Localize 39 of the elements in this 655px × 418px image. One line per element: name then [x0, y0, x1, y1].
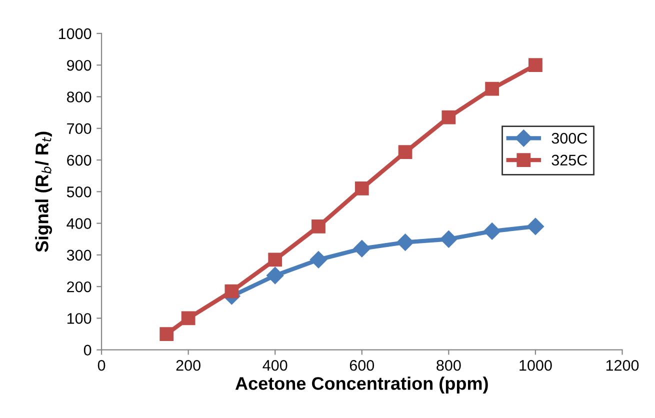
y-tick-label: 400 [66, 218, 92, 229]
point [310, 251, 328, 268]
y-tick-label: 1000 [58, 28, 92, 40]
point [485, 82, 500, 96]
point [268, 252, 282, 267]
point [312, 220, 326, 234]
point [224, 284, 239, 298]
legend-label: 300C [552, 132, 588, 144]
y-tick-label: 800 [66, 92, 92, 102]
point [396, 234, 414, 251]
y-tick-label: 600 [67, 154, 92, 166]
point [528, 58, 542, 72]
y-tick-label: 200 [67, 281, 92, 292]
y-tick-label: 500 [66, 186, 92, 198]
y-axis-title: Signal (R$_{b}$/ R$_{t}$) [35, 132, 52, 252]
point [354, 182, 369, 196]
point [160, 327, 174, 341]
point [398, 145, 412, 160]
x-tick-label: 200 [176, 360, 200, 371]
x-tick-label: 1200 [606, 360, 639, 371]
point [440, 230, 458, 248]
x-tick-label: 600 [350, 360, 374, 371]
y-tick-label: 100 [67, 313, 92, 324]
point [266, 266, 284, 284]
x-tick-label: 800 [436, 360, 461, 371]
legend-label: 325C [552, 154, 588, 166]
x-axis-title: Acetone Concentration (ppm) [235, 376, 488, 394]
y-tick-label: 900 [67, 60, 92, 71]
point [181, 311, 196, 326]
point [484, 222, 501, 240]
y-tick-label: 700 [67, 123, 92, 134]
point [442, 110, 456, 124]
x-tick-label: 1000 [520, 360, 552, 371]
y-tick-label: 300 [66, 250, 92, 261]
x-tick-label: 0 [98, 360, 106, 371]
point [526, 218, 544, 236]
point [353, 240, 370, 258]
x-tick-label: 400 [262, 360, 288, 371]
y-tick-label: 0 [84, 344, 92, 356]
